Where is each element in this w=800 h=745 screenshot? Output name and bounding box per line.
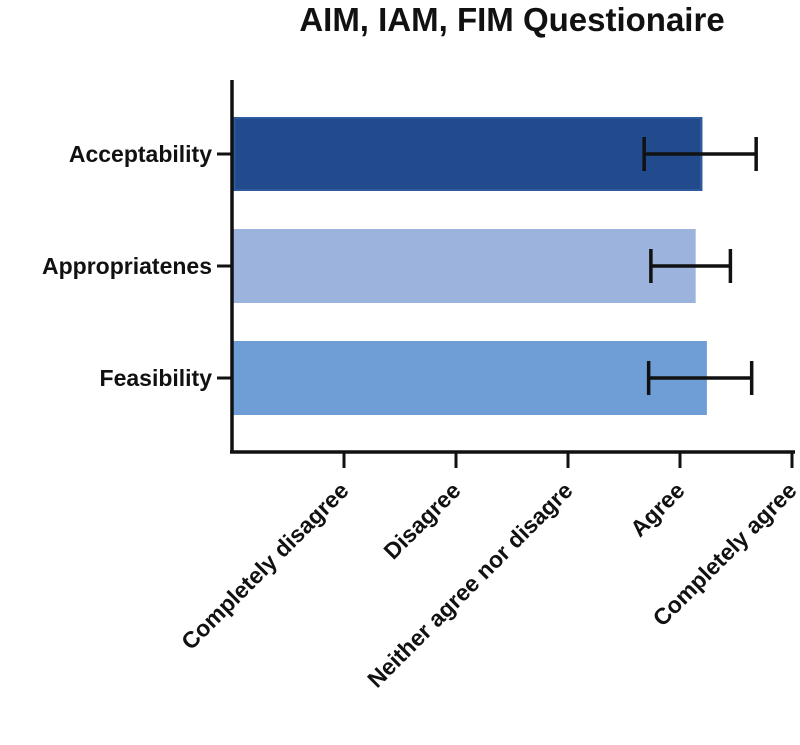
x-tick-label-neither-agree-nor-disagre: Neither agree nor disagre (362, 477, 577, 692)
error-bar-feasibility (646, 361, 754, 395)
bar-feasibility (233, 341, 707, 415)
bar-acceptability (233, 117, 703, 191)
category-label-acceptability: Acceptability (69, 141, 212, 167)
bars-group (233, 117, 707, 415)
x-tick-label-disagree: Disagree (378, 477, 465, 564)
bar-appropriatenes (233, 229, 696, 303)
category-label-appropriatenes: Appropriatenes (42, 253, 212, 279)
category-label-feasibility: Feasibility (100, 365, 213, 391)
error-bars-group (642, 137, 758, 395)
category-labels-group: Acceptability Appropriatenes Feasibility (42, 141, 232, 391)
x-tick-label-completely-disagree: Completely disagree (176, 477, 353, 654)
chart-title: AIM, IAM, FIM Questionaire (299, 1, 724, 38)
error-bar-appropriatenes (649, 249, 733, 283)
error-bar-acceptability (642, 137, 758, 171)
x-tick-label-agree: Agree (625, 477, 689, 541)
